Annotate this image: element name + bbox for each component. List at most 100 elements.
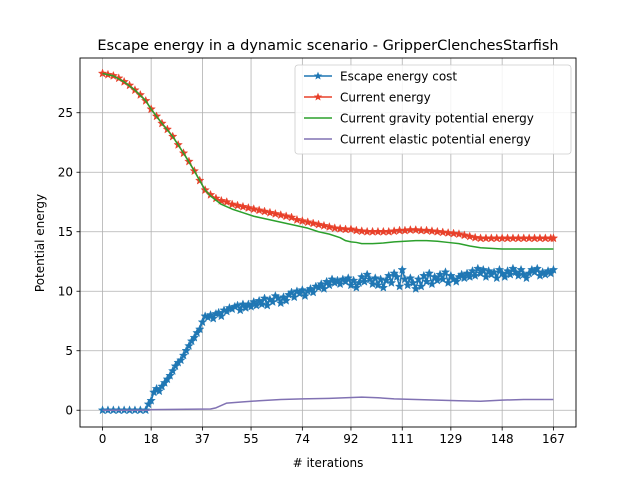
data-point	[440, 267, 451, 277]
x-tick-label: 129	[439, 432, 462, 446]
data-point	[335, 279, 345, 289]
data-point	[97, 68, 108, 78]
data-point	[346, 224, 356, 234]
data-point	[548, 233, 559, 243]
x-tick-label: 111	[391, 432, 414, 446]
data-point	[370, 273, 380, 283]
data-point	[421, 225, 432, 235]
data-point	[405, 273, 416, 283]
data-point	[367, 279, 378, 289]
y-tick-label: 15	[58, 225, 73, 239]
data-point	[419, 270, 429, 280]
data-point	[308, 218, 318, 228]
data-point	[146, 395, 156, 405]
x-tick-label: 55	[243, 432, 258, 446]
data-point	[313, 219, 324, 229]
data-point	[195, 324, 205, 334]
legend-entry: Current elastic potential energy	[304, 132, 531, 146]
data-point	[448, 228, 459, 238]
data-point	[343, 273, 353, 283]
data-point	[411, 225, 421, 234]
data-point	[489, 267, 499, 277]
data-point	[481, 271, 491, 281]
data-point	[276, 210, 286, 220]
data-point	[502, 266, 513, 276]
legend-entry: Escape energy cost	[304, 69, 457, 83]
data-point	[500, 271, 510, 281]
data-point	[249, 204, 259, 214]
data-point	[432, 226, 443, 236]
data-point	[510, 267, 521, 277]
legend-label: Current energy	[340, 90, 431, 104]
data-point	[292, 214, 302, 224]
data-point	[184, 341, 194, 350]
y-tick-label: 10	[58, 285, 73, 299]
data-point	[438, 274, 448, 284]
series-layer	[97, 68, 559, 415]
legend-marker	[313, 92, 323, 101]
data-point	[494, 264, 505, 274]
data-point	[357, 226, 367, 236]
data-point	[381, 275, 391, 285]
x-tick-label: 37	[195, 432, 210, 446]
data-point	[178, 350, 189, 360]
data-point	[335, 223, 345, 233]
data-point	[384, 270, 394, 280]
data-point	[465, 231, 475, 241]
series-2	[102, 72, 554, 250]
data-point	[238, 201, 248, 211]
data-point	[165, 370, 175, 380]
series-line	[102, 396, 554, 411]
data-point	[254, 295, 264, 305]
data-point	[435, 269, 445, 279]
data-point	[443, 227, 453, 237]
data-point	[324, 280, 335, 290]
x-tick-label: 167	[542, 432, 565, 446]
data-point	[213, 307, 224, 317]
legend: Escape energy cost Current energy Current …	[294, 64, 572, 155]
data-point	[424, 268, 434, 278]
data-point	[257, 299, 267, 309]
x-tick-label: 148	[491, 432, 514, 446]
data-point	[254, 205, 264, 215]
data-point	[532, 263, 542, 273]
series-3	[102, 396, 554, 411]
data-point	[281, 211, 291, 221]
data-point	[421, 276, 432, 286]
data-point	[467, 266, 478, 276]
data-point	[351, 282, 362, 292]
data-point	[276, 298, 286, 308]
data-point	[181, 345, 191, 355]
x-tick-label: 0	[99, 432, 107, 446]
data-point	[243, 202, 254, 212]
legend-label: Escape energy cost	[340, 69, 457, 83]
plot-frame	[79, 57, 577, 428]
data-point	[346, 280, 356, 290]
data-point	[286, 212, 297, 222]
data-point	[300, 291, 310, 300]
data-point	[362, 269, 372, 279]
data-point	[394, 281, 405, 291]
data-point	[411, 283, 421, 293]
data-point	[168, 365, 178, 375]
data-point	[429, 271, 440, 281]
data-point	[378, 282, 389, 292]
legend-entry: Current gravity potential energy	[304, 111, 534, 125]
x-tick-label: 18	[144, 432, 159, 446]
legend-box	[294, 64, 572, 155]
y-axis: 0 5 10 15 20 25	[58, 106, 80, 418]
y-axis-label: Potential energy	[33, 194, 47, 292]
data-point	[278, 292, 289, 302]
legend-entry: Current energy	[304, 90, 431, 104]
data-point	[505, 269, 515, 279]
data-point	[351, 225, 362, 235]
series-line	[102, 72, 554, 250]
data-point	[259, 206, 270, 216]
data-point	[446, 270, 456, 280]
series-0	[97, 263, 559, 415]
x-axis-label: # iterations	[293, 456, 364, 470]
data-point	[270, 208, 281, 218]
data-point	[521, 273, 532, 283]
data-point	[324, 222, 335, 231]
